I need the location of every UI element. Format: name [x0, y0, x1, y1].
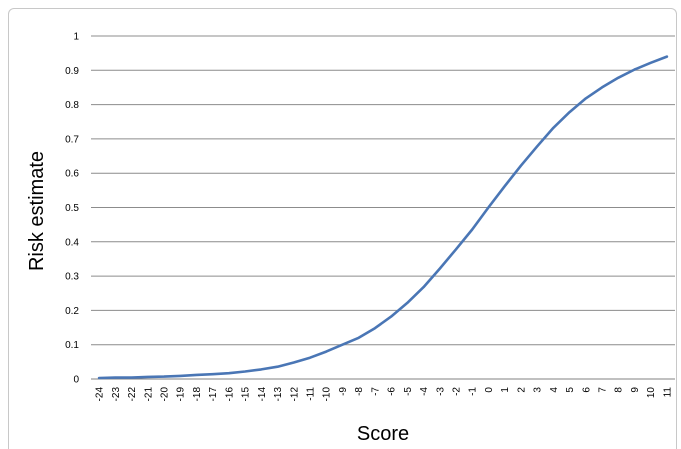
- x-tick-label: 0: [484, 387, 495, 393]
- x-tick-label: -22: [127, 387, 138, 402]
- x-tick-label: -13: [273, 387, 284, 402]
- y-tick-label: 1: [73, 32, 79, 43]
- x-tick-label: -14: [257, 387, 268, 402]
- x-tick-label: 10: [646, 387, 657, 399]
- x-tick-label: -11: [306, 387, 317, 401]
- x-tick-label: -19: [176, 387, 187, 402]
- x-tick-label: 7: [598, 387, 609, 393]
- x-tick-label: -18: [192, 387, 203, 402]
- y-tick-label: 0.2: [65, 306, 79, 317]
- x-tick-label: -24: [95, 387, 106, 402]
- x-tick-label: -7: [370, 387, 381, 396]
- series-line: [97, 55, 669, 380]
- x-tick-labels: -24 -23 -22 -21 -20 -19 -18 -17 -16 -15 -14 -13 -12-…: [95, 387, 674, 402]
- y-tick-label: 0.9: [65, 66, 79, 77]
- x-tick-label: 4: [549, 387, 560, 393]
- y-axis-label: Risk estimate: [26, 151, 48, 271]
- x-tick-label: -16: [224, 387, 235, 402]
- x-tick-label: 11: [662, 387, 673, 398]
- x-tick-label: 1: [500, 387, 511, 393]
- x-tick-label: -12: [289, 387, 300, 402]
- x-tick-label: -17: [208, 387, 219, 402]
- y-tick-label: 0.5: [65, 203, 79, 214]
- y-tick-label: 0.6: [65, 169, 79, 180]
- x-tick-label: -1: [468, 387, 479, 396]
- x-tick-label: -10: [322, 387, 333, 402]
- chart-frame: 0 0.1 0.2 0.3 0.4 0.5 0.6 0.7 0.8 0.9 1 -24 -23 -22-…: [8, 8, 677, 449]
- gridlines: [91, 35, 675, 380]
- line-chart: 00.10.20.30.40.50.60.70.80.91 -24 -23 -22-…: [26, 32, 675, 445]
- x-tick-label: -5: [403, 387, 414, 396]
- x-tick-label: -23: [111, 387, 122, 402]
- x-tick-label: -20: [160, 387, 171, 402]
- y-tick-label: 0.7: [65, 134, 79, 145]
- x-tick-label: 2: [516, 387, 527, 393]
- x-axis-label: Score: [357, 423, 409, 442]
- x-tick-label: 9: [630, 387, 641, 393]
- x-tick-label: 3: [533, 387, 544, 393]
- x-tick-label: 5: [565, 387, 576, 393]
- x-tick-label: -4: [419, 387, 430, 396]
- x-tick-label: -2: [452, 387, 463, 396]
- y-tick-label: 0.3: [65, 272, 79, 283]
- y-tick-label: 0.4: [65, 237, 79, 248]
- x-tick-label: -15: [241, 387, 252, 402]
- x-tick-label: -21: [143, 387, 154, 402]
- x-tick-label: -3: [435, 387, 446, 396]
- x-tick-label: 6: [581, 387, 592, 393]
- x-tick-label: -6: [387, 387, 398, 396]
- x-tick-label: -9: [338, 387, 349, 396]
- y-tick-label: 0: [73, 375, 79, 386]
- y-tick-label: 0.1: [65, 340, 79, 351]
- series-lines: [97, 55, 669, 380]
- x-tick-label: 8: [614, 387, 625, 393]
- x-tick-label: -8: [354, 387, 365, 396]
- y-tick-label: 0.8: [65, 100, 79, 111]
- y-tick-labels: 0 0.1 0.2 0.3 0.4 0.5 0.6 0.7 0.8 0.9 1: [65, 32, 79, 386]
